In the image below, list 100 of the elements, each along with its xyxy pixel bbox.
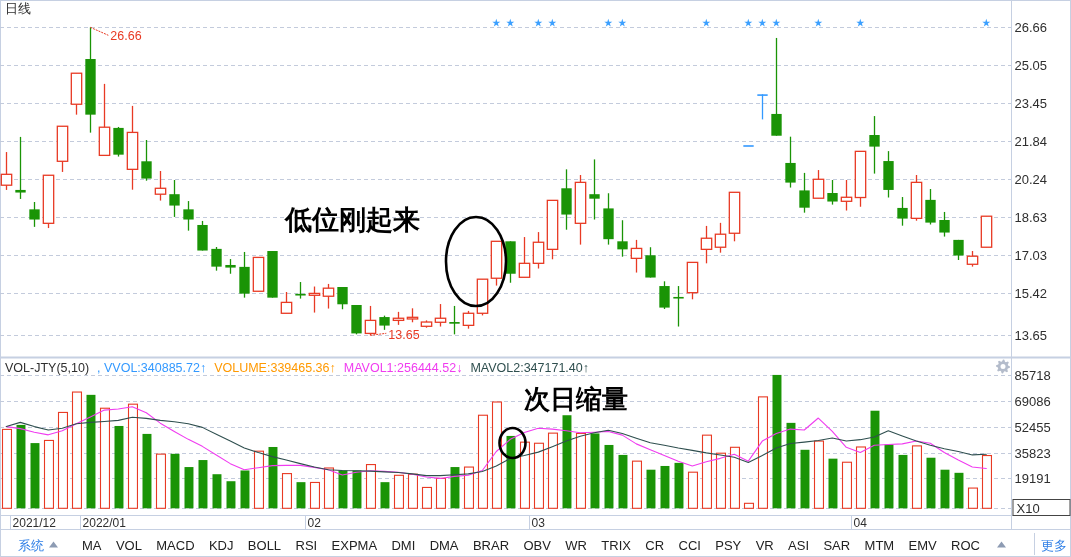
bar [757,396,769,509]
text: MAVOL1:256444.52↓ [343,360,463,375]
text: MACD [156,537,195,553]
x-tick-label: 03 [531,515,546,530]
candlestick [939,211,950,238]
bar [71,391,83,509]
y-tick-label: 19191 [1014,471,1051,487]
candlestick [154,170,167,202]
text: 更多 [1041,537,1067,553]
text: OBV [523,537,552,553]
candlestick [337,286,348,310]
bar [701,434,713,509]
text: EXPMA [331,537,378,553]
text: DMA [429,537,459,553]
bar [365,464,377,509]
bar [519,441,531,509]
candlestick [700,225,713,264]
candlestick [15,136,26,200]
x-tick-label: 02 [307,515,322,530]
candlestick [434,303,447,328]
text: RSI [295,537,318,553]
candlestick [812,169,825,199]
y-axis-title: X10 [1016,500,1040,516]
y-tick-label: 20.24 [1014,172,1048,188]
text: WR [565,537,587,553]
candlestick [211,246,222,272]
annotation: 次日缩量 [524,384,628,414]
y-tick-label: 26.66 [1014,20,1048,36]
candlestick [840,179,853,212]
candlestick [29,201,40,228]
bar [1,428,13,509]
text: TRIX [601,537,632,553]
bar [421,486,433,509]
candlestick [785,136,796,189]
bar [155,453,167,509]
candlestick [364,305,377,336]
bar [127,403,139,509]
candlestick [0,151,13,191]
annotation: VOLUME:339465.36↑ [214,360,336,375]
bar [281,473,293,509]
bar [729,446,741,509]
y-tick-label: 35823 [1014,446,1051,462]
text: SAR [823,537,851,553]
bar [967,487,979,509]
bar [491,401,503,509]
candlestick [757,93,768,121]
bar [43,439,55,509]
candlestick [799,172,810,214]
candlestick [630,239,643,274]
candlestick [169,179,180,218]
candlestick [645,246,656,279]
bar [743,502,755,509]
candlestick [322,283,335,310]
line-series [5,416,987,477]
bar [547,432,559,509]
x-tick-label: 04 [853,515,868,530]
bar [813,440,825,509]
bar [99,407,111,509]
bar [309,481,321,509]
chart-title: 日线 [5,2,31,16]
candlestick [589,158,600,221]
y-tick-label: 52455 [1014,420,1051,436]
text: KDJ [208,537,234,553]
y-tick-label: 85718 [1014,368,1051,384]
chart-title: VOL-JTY(5,10) [5,360,90,375]
candlestick [925,188,936,226]
bar [323,467,335,509]
bar [407,473,419,509]
bar [981,454,993,509]
candlestick [308,285,321,314]
text: VOL [115,537,142,553]
y-tick-label: 25.05 [1014,58,1048,74]
text: PSY [715,537,742,553]
text: EMV [908,537,938,553]
candlestick [673,285,684,328]
x-tick-label: 2021/12 [12,515,57,530]
bar [57,411,69,509]
candlestick [659,280,670,310]
bar [687,471,699,509]
bar [393,474,405,509]
candlestick [280,291,293,314]
bar [463,466,475,509]
bar [435,477,447,509]
bar [240,470,250,509]
bar [841,461,853,509]
candlestick [827,179,838,206]
candlestick [771,37,782,137]
bar [575,432,587,509]
candlestick [141,139,152,182]
bar [855,446,867,509]
text: ROC [951,537,980,553]
x-tick-label: 2022/01 [82,515,127,530]
text: CR [645,537,665,553]
bar [533,442,545,509]
bar [477,414,489,509]
annotation: 26.66 [110,29,142,44]
candlestick [617,219,628,258]
annotation: 低位刚起来 [284,204,420,235]
annotation: , VVOL:340885.72↑ [97,360,207,375]
text: VR [755,537,774,553]
